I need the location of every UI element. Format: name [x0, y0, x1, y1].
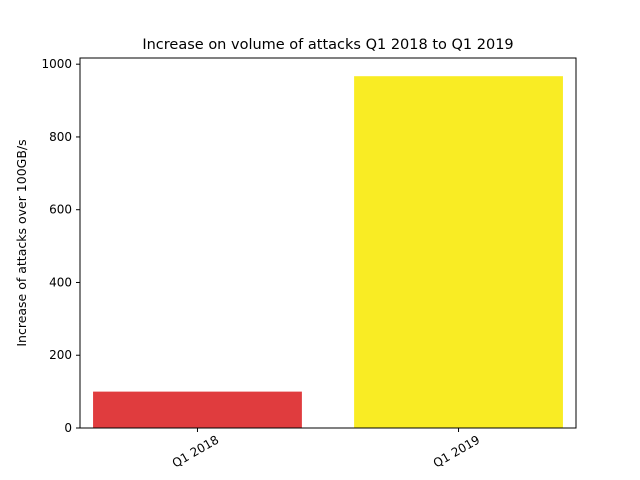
- y-tick-label: 600: [49, 203, 72, 217]
- y-axis-label: Increase of attacks over 100GB/s: [14, 139, 29, 346]
- bar-q1-2018: [93, 391, 302, 428]
- y-axis: 0 200 400 600 800 1000: [41, 57, 80, 435]
- x-tick-label: Q1 2019: [431, 433, 483, 471]
- y-tick-label: 400: [49, 275, 72, 289]
- x-tick-label: Q1 2018: [170, 433, 222, 471]
- y-tick-label: 1000: [41, 57, 72, 71]
- y-tick-label: 800: [49, 130, 72, 144]
- chart-title: Increase on volume of attacks Q1 2018 to…: [142, 37, 513, 53]
- plot-frame: [79, 57, 577, 429]
- bar-q1-2019: [354, 76, 563, 428]
- y-tick-label: 0: [64, 421, 72, 435]
- bars-layer: [93, 76, 563, 428]
- x-axis: Q1 2018 Q1 2019: [170, 428, 483, 471]
- y-tick-label: 200: [49, 348, 72, 362]
